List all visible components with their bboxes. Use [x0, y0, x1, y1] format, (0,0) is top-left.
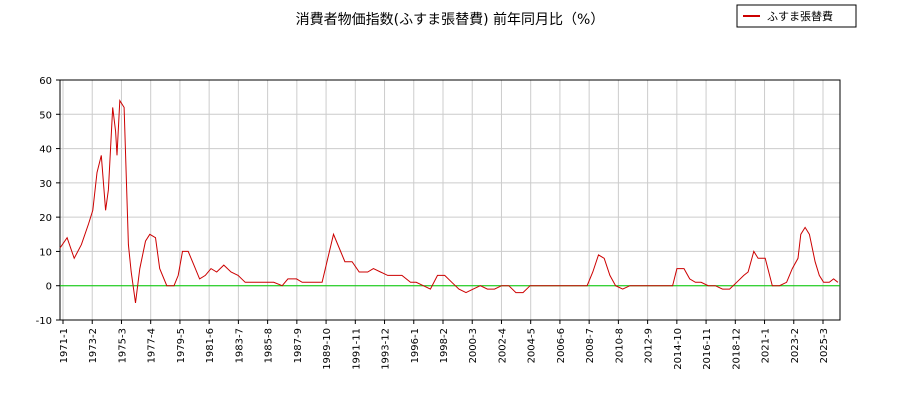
x-tick-label: 2002-4 [497, 328, 508, 363]
y-tick-label: 0 [46, 282, 52, 293]
y-tick-label: 20 [39, 213, 52, 224]
x-tick-label: 1973-2 [88, 328, 99, 363]
x-tick-label: 1989-10 [322, 328, 333, 370]
y-tick-label: -10 [36, 316, 52, 327]
x-axis-ticks: 1971-1 1973-2 1975-3 1977-4 1979-5 1981-6 1983… [59, 320, 830, 370]
y-tick-label: 30 [39, 179, 52, 190]
legend: ふすま張替費 [736, 4, 857, 28]
x-tick-label: 2025-3 [819, 328, 830, 363]
x-tick-label: 2006-6 [556, 328, 567, 363]
x-tick-label: 1971-1 [59, 328, 70, 363]
x-tick-label: 2021-1 [761, 328, 772, 363]
x-tick-label: 1985-8 [264, 328, 275, 363]
x-tick-label: 2023-2 [790, 328, 801, 363]
x-tick-label: 1981-6 [205, 328, 216, 363]
x-tick-label: 1983-7 [234, 328, 245, 363]
x-tick-label: 2016-11 [702, 328, 713, 370]
chart-title: 消費者物価指数(ふすま張替費) 前年同月比（%） [296, 11, 605, 28]
x-tick-label: 2004-5 [527, 328, 538, 363]
x-tick-label: 1987-9 [293, 328, 304, 363]
x-tick-label: 1977-4 [147, 328, 158, 363]
x-tick-label: 1998-2 [439, 328, 450, 363]
y-axis-ticks: -10 0 10 20 30 40 50 60 [36, 76, 60, 327]
x-tick-label: 1993-12 [381, 328, 392, 370]
x-tick-label: 1979-5 [176, 328, 187, 363]
legend-label: ふすま張替費 [767, 9, 833, 23]
axes [59, 79, 841, 321]
x-tick-label: 2008-7 [585, 328, 596, 363]
x-tick-label: 2000-3 [468, 328, 479, 363]
x-tick-label: 2012-9 [644, 328, 655, 363]
y-tick-label: 60 [39, 76, 52, 87]
x-tick-label: 2010-8 [614, 328, 625, 363]
x-tick-label: 1975-3 [117, 328, 128, 363]
y-tick-label: 10 [39, 247, 52, 258]
series-line-fusuma [59, 99, 839, 303]
x-tick-label: 1991-11 [351, 328, 362, 370]
x-tick-label: 2014-10 [673, 328, 684, 370]
y-tick-label: 50 [39, 110, 52, 121]
y-tick-label: 40 [39, 145, 52, 156]
x-tick-label: 2018-12 [731, 328, 742, 370]
plot-area-border [59, 79, 841, 321]
x-tick-label: 1996-1 [410, 328, 421, 363]
grid [60, 79, 840, 321]
legend-box [736, 4, 857, 28]
